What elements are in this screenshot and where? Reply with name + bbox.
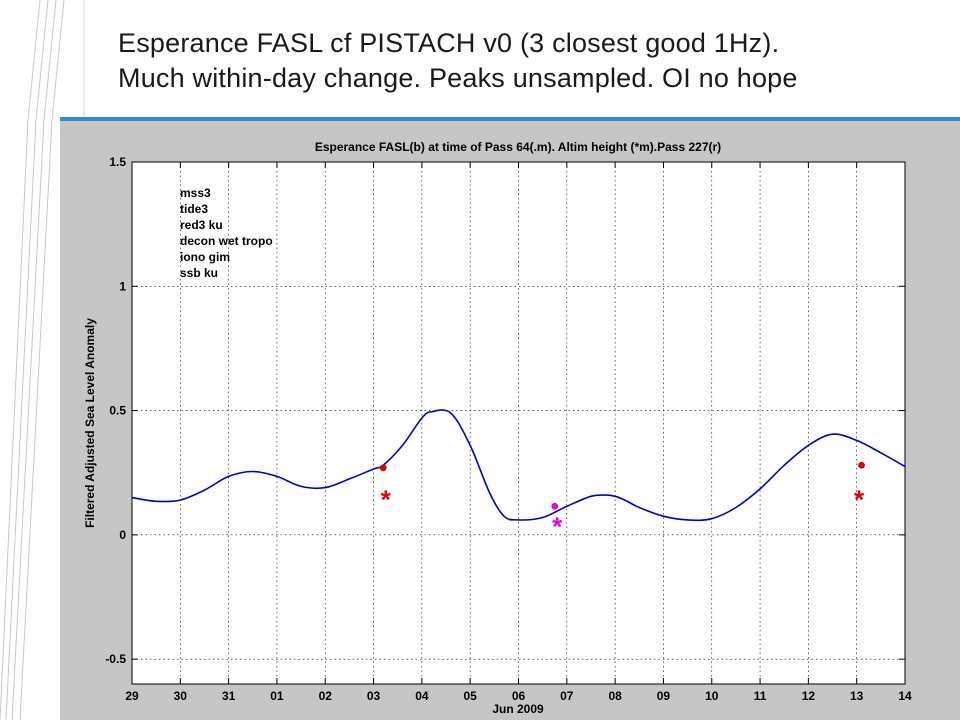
altim-height-star: * [854,484,865,514]
x-tick-label: 03 [367,689,381,703]
x-tick-label: 30 [174,689,188,703]
x-tick-label: 31 [222,689,236,703]
legend-item: iono gim [180,250,230,264]
x-axis-label: Jun 2009 [492,702,544,716]
y-tick-label: -0.5 [105,652,126,666]
marker-layer: * * * [379,461,865,542]
y-tick-label: 1.5 [109,155,126,169]
x-tick-label: 09 [657,689,671,703]
pass-64-point [551,502,559,510]
x-tick-label: 10 [705,689,719,703]
chart-title: Esperance FASL(b) at time of Pass 64(.m)… [315,140,721,154]
x-tick-label: 11 [754,689,767,703]
x-tick-label: 08 [608,689,622,703]
legend: mss3 tide3 red3 ku decon wet tropo iono … [180,186,273,280]
legend-item: tide3 [180,202,208,216]
x-tick-label: 05 [464,689,478,703]
axis-ticks: 29 30 31 01 02 03 04 05 06 07 08 09 10 11 12 13 14 -0.5 0 0… [105,155,912,703]
pass-64-point [379,464,387,472]
x-tick-label: 07 [560,689,574,703]
x-tick-label: 04 [415,689,429,703]
series-layer [131,409,906,522]
altim-height-star: * [381,484,392,514]
x-tick-label: 12 [802,689,816,703]
legend-item: mss3 [180,186,211,200]
slide-title-line-1: Esperance FASL cf PISTACH v0 (3 closest … [118,28,780,58]
x-tick-label: 06 [512,689,526,703]
legend-item: ssb ku [180,266,218,280]
pass-64-point [858,461,865,469]
y-axis-label: Filtered Adjusted Sea Level Anomaly [83,318,97,528]
grid-lines [131,161,906,684]
sea-level-series-line [131,409,906,522]
x-tick-label: 01 [270,689,284,703]
y-tick-label: 1 [119,279,126,293]
x-tick-label: 29 [125,689,139,703]
x-tick-label: 14 [898,689,912,703]
sea-level-chart: 29 30 31 01 02 03 04 05 06 07 08 09 10 11 12 13 14 -0.5 0 0… [83,140,912,716]
decorative-diagonal-lines [0,0,85,720]
x-tick-label: 13 [850,689,864,703]
slide-title-line-2: Much within-day change. Peaks unsampled.… [118,63,798,93]
y-tick-label: 0 [119,528,126,542]
legend-item: red3 ku [180,218,223,232]
y-tick-label: 0.5 [109,404,126,418]
x-tick-label: 02 [319,689,333,703]
legend-item: decon wet tropo [180,234,273,248]
slide-title: Esperance FASL cf PISTACH v0 (3 closest … [118,26,948,96]
accent-bar [60,117,960,121]
altim-height-star: * [552,512,563,542]
